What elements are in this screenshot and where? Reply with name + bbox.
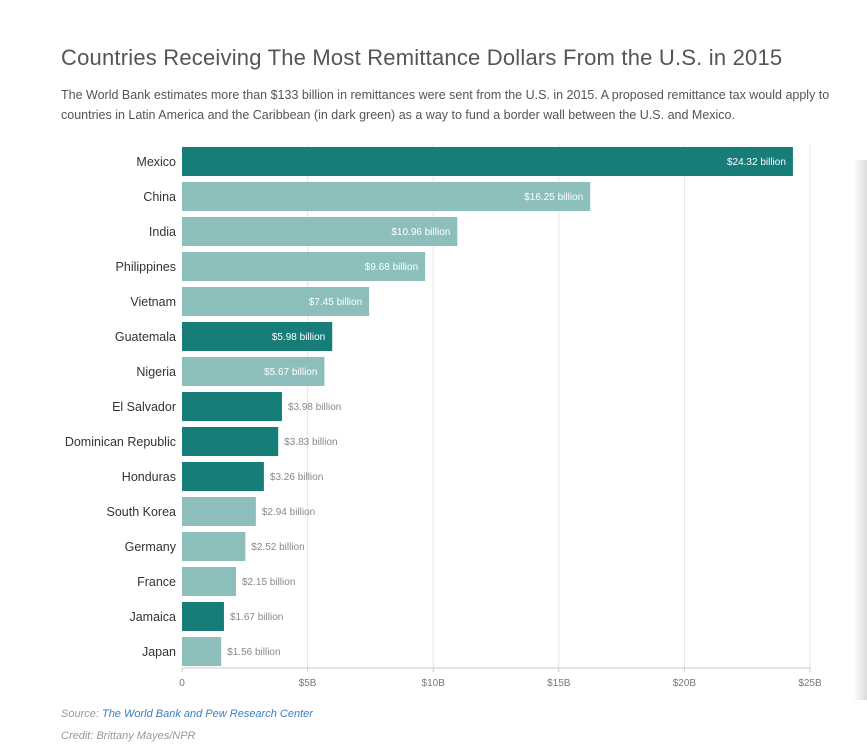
category-labels: Mexico China India Philippines Vietnam Guatem… (65, 155, 177, 659)
category-label: Japan (142, 645, 176, 659)
value-label: $2.94 billion (262, 507, 315, 518)
x-tick-label: $20B (673, 678, 697, 689)
category-label: El Salvador (112, 400, 176, 414)
source-prefix: Source: (61, 708, 102, 720)
category-label: South Korea (107, 505, 177, 519)
bar (182, 322, 333, 351)
value-label: $2.15 billion (242, 577, 295, 588)
category-label: Nigeria (136, 365, 176, 379)
category-label: Germany (125, 540, 177, 554)
value-label: $3.98 billion (288, 402, 341, 413)
value-label: $1.67 billion (230, 612, 283, 623)
category-label: Dominican Republic (65, 435, 176, 449)
chart-title: Countries Receiving The Most Remittance … (61, 45, 783, 70)
bar (182, 567, 237, 596)
value-label: $9.68 billion (365, 262, 418, 273)
source-link[interactable]: The World Bank and Pew Research Center (101, 708, 313, 720)
bar (182, 252, 426, 281)
value-label: $1.56 billion (227, 647, 280, 658)
x-axis: 0 $5B $10B $15B $20B $25B (179, 667, 822, 689)
bar (182, 392, 282, 421)
bar (182, 287, 370, 316)
bar (182, 602, 224, 631)
x-tick-label: $10B (422, 678, 446, 689)
page-edge-shadow (853, 160, 867, 700)
value-label: $24.32 billion (727, 157, 786, 168)
value-label: $3.26 billion (270, 472, 323, 483)
bar (182, 217, 458, 246)
value-label: $7.45 billion (309, 297, 362, 308)
value-label: $2.52 billion (251, 542, 304, 553)
chart-subtitle: The World Bank estimates more than $133 … (61, 88, 830, 122)
x-tick-label: 0 (179, 678, 185, 689)
source-line: Source: The World Bank and Pew Research … (61, 708, 313, 720)
value-labels: $24.32 billion $16.25 billion $10.96 billi… (227, 157, 786, 658)
credit-line: Credit: Brittany Mayes/NPR (61, 730, 196, 742)
bar (182, 427, 279, 456)
category-label: India (149, 225, 176, 239)
value-label: $5.67 billion (264, 367, 317, 378)
category-label: China (143, 190, 176, 204)
category-label: Vietnam (130, 295, 176, 309)
bar (182, 462, 264, 491)
x-tick-label: $25B (798, 678, 822, 689)
category-label: Philippines (116, 260, 176, 274)
category-label: Honduras (122, 470, 176, 484)
category-label: Guatemala (115, 330, 176, 344)
x-tick-label: $15B (547, 678, 571, 689)
bars (182, 147, 793, 666)
bar (182, 147, 793, 176)
category-label: Jamaica (129, 610, 176, 624)
value-label: $5.98 billion (272, 332, 325, 343)
value-label: $3.83 billion (284, 437, 337, 448)
value-label: $10.96 billion (391, 227, 450, 238)
category-label: Mexico (136, 155, 176, 169)
x-tick-label: $5B (299, 678, 317, 689)
bar (182, 497, 256, 526)
bar (182, 357, 325, 386)
bar-chart: Mexico China India Philippines Vietnam Guatem… (65, 144, 822, 689)
bar (182, 637, 222, 666)
bar (182, 532, 246, 561)
value-label: $16.25 billion (524, 192, 583, 203)
bar (182, 182, 591, 211)
category-label: France (137, 575, 176, 589)
